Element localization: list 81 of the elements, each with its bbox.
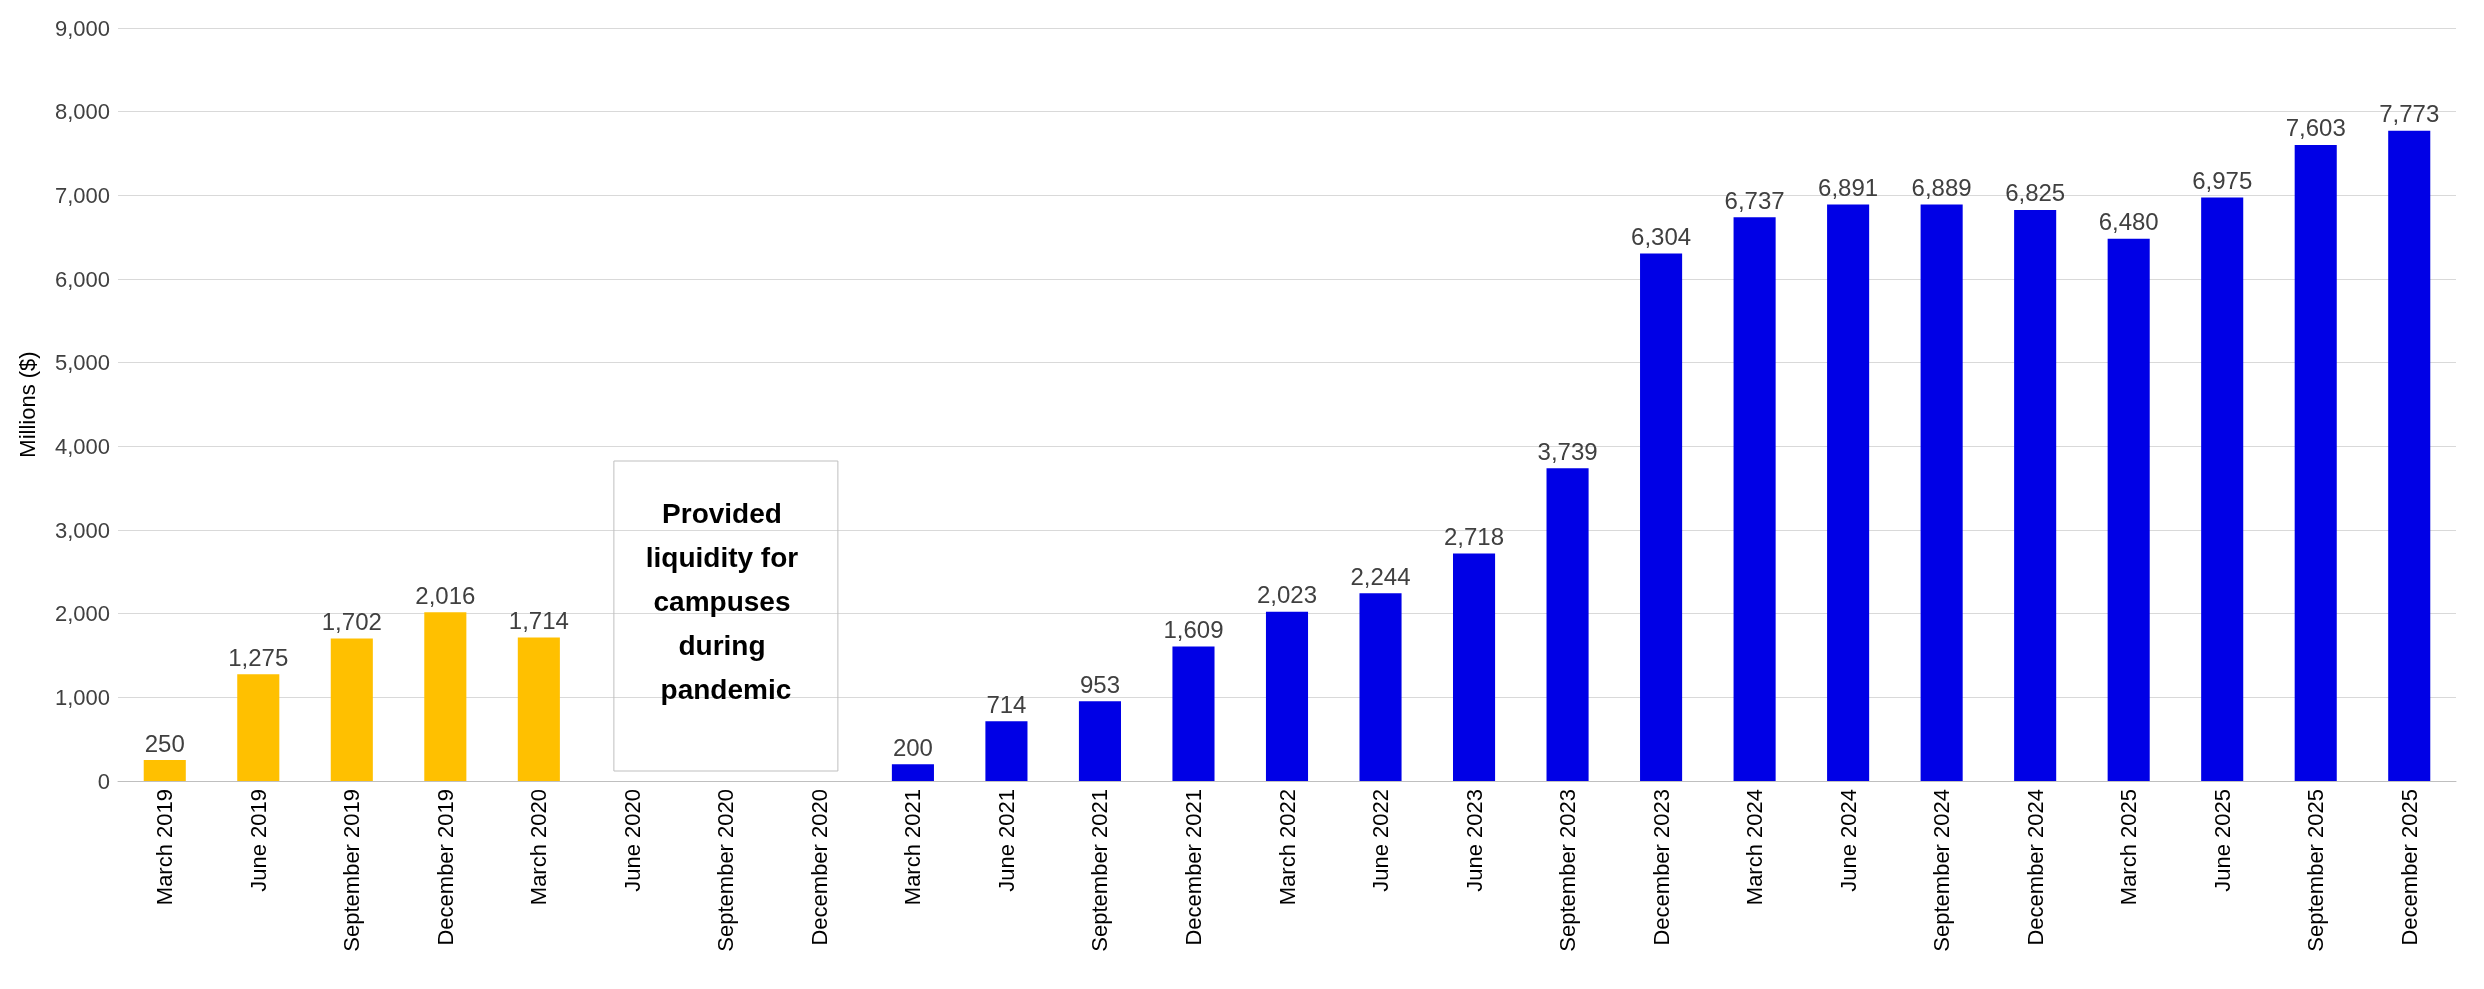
x-tick-label: March 2025 [2116, 789, 2142, 906]
y-tick-label: 8,000 [54, 99, 110, 125]
data-label: 200 [892, 733, 933, 761]
bar [1546, 468, 1589, 781]
bar [1172, 646, 1215, 781]
data-label: 7,603 [2285, 114, 2346, 142]
x-tick-label: September 2024 [1929, 789, 1955, 952]
x-tick-label: June 2024 [1835, 789, 1861, 892]
y-tick-label: 1,000 [54, 684, 110, 710]
y-axis-title: Millions ($) [14, 351, 40, 458]
data-label: 6,975 [2192, 166, 2253, 194]
data-label: 953 [1079, 670, 1120, 698]
x-tick-label: December 2019 [432, 789, 458, 946]
data-label: 3,739 [1537, 437, 1598, 465]
data-label: 2,244 [1350, 562, 1411, 590]
bar [1640, 253, 1683, 781]
data-label: 6,889 [1911, 174, 1972, 202]
x-tick-label: June 2019 [245, 789, 271, 892]
y-tick-label: 0 [97, 768, 110, 794]
data-label: 1,275 [228, 643, 289, 671]
x-tick-label: September 2020 [713, 789, 739, 952]
data-label: 1,609 [1163, 615, 1224, 643]
x-tick-label: June 2020 [619, 789, 645, 892]
bar [1078, 701, 1121, 781]
data-label: 7,773 [2379, 100, 2440, 128]
x-tick-label: December 2023 [1648, 789, 1674, 946]
bar [1265, 611, 1309, 781]
data-label: 6,737 [1724, 186, 1785, 214]
x-tick-label: September 2021 [1087, 789, 1113, 952]
x-tick-label: June 2025 [2209, 789, 2235, 892]
bar [2388, 130, 2431, 781]
bar [424, 612, 467, 781]
y-tick-label: 4,000 [54, 433, 110, 459]
x-tick-label: June 2022 [1368, 789, 1394, 892]
data-label: 6,480 [2098, 208, 2159, 236]
annotation: Provided liquidity for campuses during pandemic [645, 497, 806, 705]
y-tick-label: 2,000 [54, 601, 110, 627]
x-tick-label: December 2021 [1180, 789, 1206, 946]
x-tick-label: September 2019 [339, 789, 365, 952]
bar [1920, 204, 1963, 781]
bar [2014, 209, 2057, 781]
y-tick-label: 9,000 [54, 15, 110, 41]
data-label: 2,016 [415, 581, 476, 609]
x-tick-label: March 2021 [900, 789, 926, 906]
data-label: 2,718 [1444, 523, 1505, 551]
x-tick-label: June 2023 [1461, 789, 1487, 892]
x-tick-label: December 2025 [2396, 789, 2422, 946]
bar [891, 764, 934, 781]
bar [1733, 217, 1776, 781]
bar [517, 637, 560, 781]
y-tick-label: 3,000 [54, 517, 110, 543]
data-label: 714 [986, 690, 1027, 718]
data-label: 1,702 [321, 608, 382, 636]
x-tick-label: March 2019 [152, 789, 178, 906]
x-tick-label: March 2022 [1274, 789, 1300, 906]
x-tick-label: September 2023 [1555, 789, 1581, 952]
x-tick-label: September 2025 [2303, 789, 2329, 952]
data-label: 6,825 [2005, 179, 2066, 207]
x-tick-label: March 2024 [1742, 789, 1768, 906]
data-label: 6,891 [1818, 173, 1879, 201]
bar [1453, 553, 1496, 781]
y-tick-label: 6,000 [54, 266, 110, 292]
bar [2201, 197, 2244, 781]
x-tick-label: March 2020 [526, 789, 552, 906]
bar [2294, 144, 2337, 781]
y-tick-label: 7,000 [54, 182, 110, 208]
bar [1359, 593, 1402, 781]
data-label: 1,714 [508, 607, 569, 635]
data-label: 6,304 [1631, 223, 1692, 251]
bar [985, 721, 1028, 781]
bar [2107, 238, 2150, 781]
data-label: 2,023 [1256, 581, 1318, 609]
x-tick-label: December 2024 [2022, 789, 2048, 946]
bar [1827, 204, 1870, 781]
x-tick-label: December 2020 [806, 789, 832, 946]
bar [143, 760, 186, 781]
bar [237, 674, 280, 781]
y-tick-label: 5,000 [54, 350, 110, 376]
x-tick-label: June 2021 [993, 789, 1019, 892]
data-label: 250 [144, 729, 185, 757]
bar [330, 638, 373, 781]
